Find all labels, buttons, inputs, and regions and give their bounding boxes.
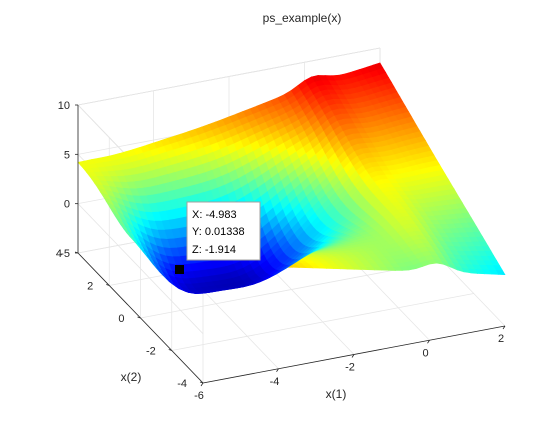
y-tick-label: -4 bbox=[177, 378, 187, 390]
datatip-x: X: -4.983 bbox=[192, 209, 237, 221]
surface-mesh bbox=[78, 63, 505, 294]
y-tick-label: 2 bbox=[87, 281, 93, 293]
z-tick-label: 0 bbox=[64, 199, 70, 211]
x-tick-label: -6 bbox=[194, 390, 204, 402]
datatip-z: Z: -1.914 bbox=[192, 244, 236, 256]
y-tick-label: 0 bbox=[118, 313, 124, 325]
z-tick-label: -5 bbox=[60, 248, 70, 260]
x-tick-label: 2 bbox=[498, 333, 504, 345]
x-tick-label: -2 bbox=[345, 362, 355, 374]
y-axis-label: x(2) bbox=[121, 370, 142, 384]
x-tick-label: -4 bbox=[270, 376, 280, 388]
x-axis-label: x(1) bbox=[326, 387, 347, 401]
z-tick-label: 5 bbox=[64, 149, 70, 161]
datatip-marker[interactable] bbox=[175, 265, 184, 274]
x-tick-label: 0 bbox=[422, 347, 428, 359]
datatip-y: Y: 0.01338 bbox=[192, 226, 245, 238]
y-tick-label: -2 bbox=[146, 346, 156, 358]
z-tick-label: 10 bbox=[58, 100, 70, 112]
x-tick-mark bbox=[201, 383, 203, 386]
chart-title: ps_example(x) bbox=[263, 11, 342, 25]
